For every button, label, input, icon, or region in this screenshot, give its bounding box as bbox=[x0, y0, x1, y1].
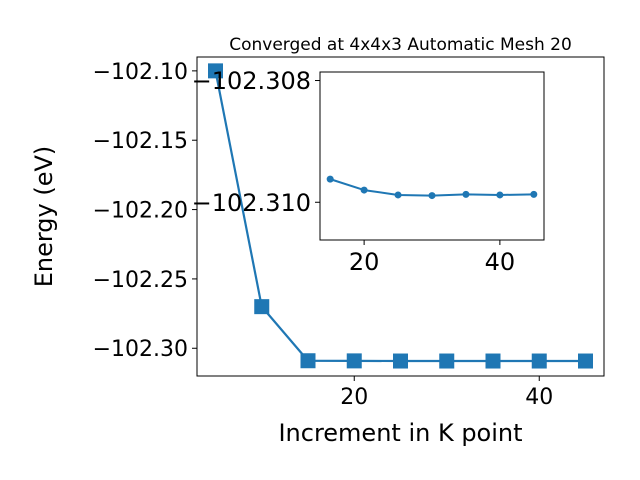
main-data-point bbox=[578, 353, 593, 369]
main-data-point bbox=[254, 299, 270, 315]
main-y-tick-label: −102.10 bbox=[93, 60, 188, 85]
main-data-point bbox=[208, 63, 223, 79]
main-y-tick-label: −102.30 bbox=[93, 337, 188, 362]
main-y-tick-label: −102.15 bbox=[93, 129, 188, 154]
main-y-axis-label: Energy (eV) bbox=[30, 146, 58, 288]
inset-data-point bbox=[360, 186, 368, 194]
inset-data-point bbox=[428, 192, 436, 200]
main-x-tick-label: 40 bbox=[525, 385, 553, 410]
main-data-point bbox=[300, 353, 316, 369]
inset-plot: 20 40 −102.310 −102.308 bbox=[192, 67, 545, 276]
inset-data-point bbox=[462, 190, 470, 198]
inset-y-tick-label: −102.310 bbox=[192, 189, 311, 217]
main-chart-title: Converged at 4x4x3 Automatic Mesh 20 bbox=[229, 35, 572, 55]
inset-data-point bbox=[394, 191, 402, 199]
inset-y-tick-label: −102.308 bbox=[192, 67, 311, 95]
inset-x-tick-label: 20 bbox=[349, 248, 380, 276]
inset-data-point bbox=[496, 191, 504, 199]
inset-plot-background bbox=[320, 72, 544, 240]
inset-x-tick-label: 40 bbox=[485, 248, 516, 276]
main-data-point bbox=[439, 353, 455, 369]
main-data-point bbox=[393, 353, 408, 369]
main-plot-frame bbox=[196, 56, 605, 377]
main-y-tick-label: −102.20 bbox=[93, 198, 188, 223]
main-x-axis-label: Increment in K point bbox=[278, 419, 522, 447]
inset-data-point bbox=[326, 175, 334, 183]
main-x-tick-label: 20 bbox=[340, 385, 368, 410]
main-data-point bbox=[531, 353, 547, 369]
inset-plot-frame bbox=[319, 71, 545, 241]
inset-data-point bbox=[530, 190, 538, 198]
main-data-point bbox=[346, 353, 362, 369]
main-data-point bbox=[485, 353, 501, 369]
main-y-tick-label: −102.25 bbox=[93, 268, 188, 293]
